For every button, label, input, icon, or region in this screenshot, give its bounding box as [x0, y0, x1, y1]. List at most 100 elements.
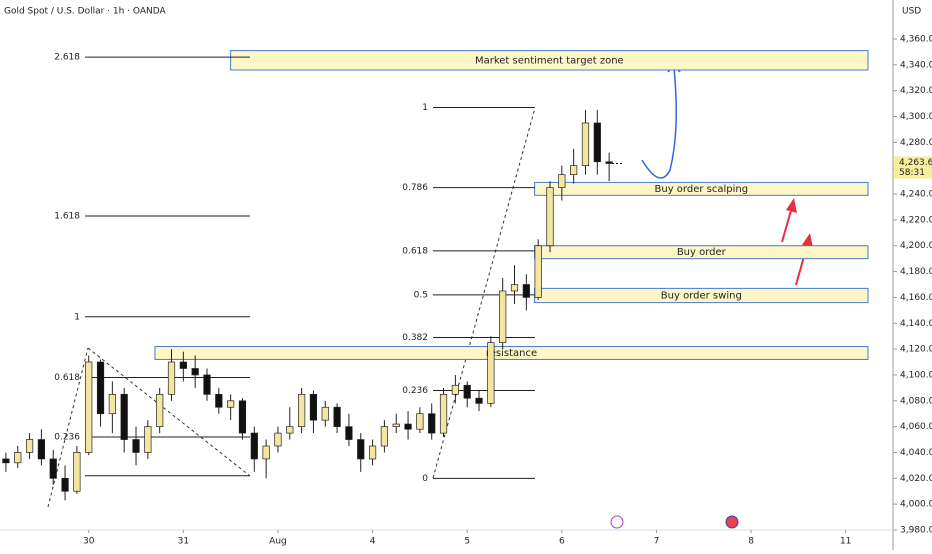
- candle-body: [499, 290, 507, 343]
- candle-body: [546, 187, 554, 247]
- candle-body: [49, 458, 57, 479]
- candle-body: [25, 439, 34, 453]
- zone-label: resistance: [486, 348, 537, 359]
- y-tick-label: 4,120.000: [900, 345, 932, 355]
- x-tick-label: 11: [840, 537, 851, 547]
- zone-label: Buy order scalping: [655, 184, 749, 195]
- y-tick-label: 4,320.000: [900, 86, 932, 96]
- candle-body: [522, 284, 530, 298]
- x-tick-label: Aug: [269, 537, 287, 547]
- candle-body: [274, 432, 282, 447]
- x-tick-label: 31: [178, 537, 189, 547]
- last-price-label: 4,263.680: [899, 158, 932, 168]
- y-tick-label: 4,060.000: [900, 422, 932, 432]
- candle-body: [144, 426, 152, 453]
- candle-body: [345, 426, 353, 440]
- fib-trend-line: [87, 347, 251, 477]
- fib-label: 0.236: [402, 386, 428, 396]
- chart-title: Gold Spot / U.S. Dollar · 1h · OANDA: [4, 7, 166, 17]
- fib-label: 0.236: [54, 432, 80, 442]
- zone-label: Buy order swing: [661, 290, 742, 301]
- event-icon[interactable]: [725, 515, 739, 529]
- candle-body: [298, 393, 306, 427]
- candle-body: [475, 397, 483, 404]
- candle-body: [227, 400, 235, 408]
- candle-body: [37, 439, 46, 460]
- y-tick-label: 4,300.000: [900, 112, 932, 122]
- candle-body: [570, 165, 578, 176]
- y-tick-label: 4,240.000: [900, 190, 932, 200]
- candle-body: [404, 423, 412, 430]
- currency: USD: [902, 7, 921, 17]
- x-tick-label: 8: [748, 537, 754, 547]
- candle-body: [203, 374, 211, 395]
- candle-body: [416, 413, 424, 430]
- fib-label: 0.382: [402, 333, 428, 343]
- countdown: 58:31: [899, 168, 925, 178]
- candle-body: [510, 284, 519, 292]
- candle-body: [357, 439, 365, 460]
- event-icon[interactable]: [610, 515, 624, 529]
- candle-body: [309, 393, 318, 421]
- candle-body: [451, 384, 459, 395]
- candle-body: [262, 445, 270, 460]
- candle-body: [534, 245, 542, 298]
- candle-body: [167, 361, 176, 395]
- fib-label: 1.618: [54, 212, 80, 222]
- y-tick-label: 4,220.000: [900, 215, 932, 225]
- y-tick-label: 4,160.000: [900, 293, 932, 303]
- candle-body: [286, 426, 294, 434]
- x-tick-label: 5: [464, 537, 470, 547]
- zone: [230, 50, 869, 71]
- y-tick-label: 4,140.000: [900, 319, 932, 329]
- x-tick-label: 30: [83, 537, 95, 547]
- y-tick-label: 4,280.000: [900, 138, 932, 148]
- fib-trend-line: [432, 107, 536, 479]
- y-tick-label: 4,040.000: [900, 448, 932, 458]
- candle-body: [108, 393, 116, 415]
- projection-arrow: [641, 67, 677, 179]
- candle-body: [428, 413, 436, 434]
- up-arrowhead: [802, 233, 813, 248]
- last-price-tag: [894, 156, 932, 179]
- candle-body: [321, 406, 329, 421]
- candle-body: [85, 361, 93, 453]
- up-arrowhead: [786, 198, 797, 213]
- candle-body: [238, 400, 247, 434]
- candle-body: [487, 342, 495, 404]
- fib-label: 0.618: [402, 246, 428, 256]
- candle-body: [250, 432, 258, 460]
- y-tick-label: 4,020.000: [900, 474, 932, 484]
- candle-body: [215, 393, 223, 408]
- y-tick-label: 4,200.000: [900, 241, 932, 251]
- fib-label: 1: [74, 312, 80, 322]
- candle-body: [333, 406, 341, 427]
- candle-body: [191, 368, 199, 376]
- x-tick-label: 6: [559, 537, 565, 547]
- candle-body: [73, 452, 81, 492]
- x-tick-label: 7: [654, 537, 660, 547]
- candle-body: [120, 393, 128, 440]
- candle-body: [96, 361, 105, 415]
- candle-body: [61, 477, 69, 492]
- y-tick-label: 4,100.000: [900, 370, 932, 380]
- candle-body: [463, 384, 471, 399]
- y-tick-label: 4,360.000: [900, 35, 932, 45]
- y-tick-label: 4,080.000: [900, 396, 932, 406]
- y-tick-label: 4,180.000: [900, 267, 932, 277]
- fib-label: 1: [422, 103, 428, 113]
- candle-body: [439, 393, 448, 434]
- zone-label: Buy order: [677, 247, 727, 258]
- zone: [534, 181, 869, 196]
- candle-body: [605, 161, 613, 164]
- candle-body: [368, 445, 377, 460]
- fib-label: 2.618: [54, 53, 80, 63]
- y-tick-label: 4,000.000: [900, 500, 932, 510]
- zone: [154, 346, 869, 360]
- zone-label: Market sentiment target zone: [475, 55, 624, 66]
- candle-body: [179, 361, 187, 369]
- fib-label: 0: [422, 474, 428, 484]
- candle-body: [380, 426, 389, 447]
